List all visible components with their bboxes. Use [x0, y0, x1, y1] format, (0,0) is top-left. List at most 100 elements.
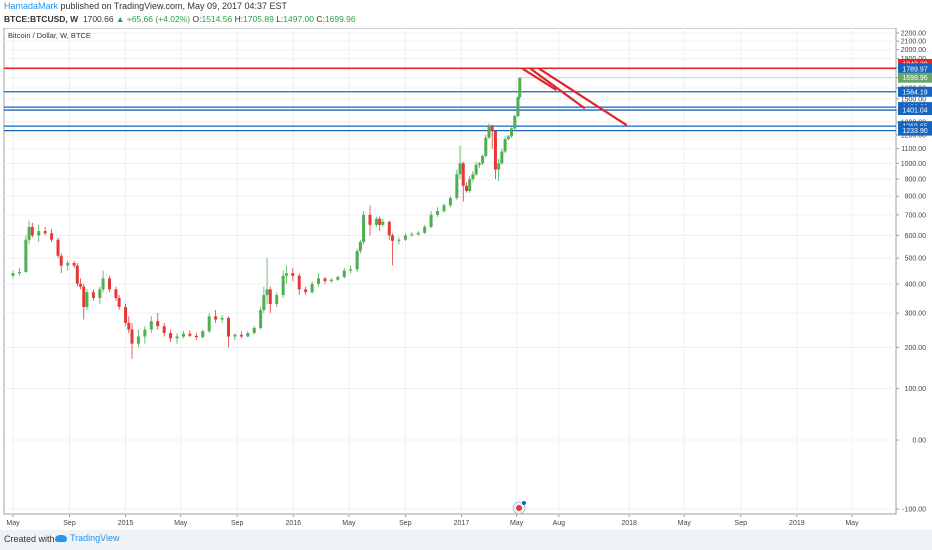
price-change: +65.66 (+4.02%): [126, 14, 191, 24]
y-tick-label: 2100.00: [901, 39, 926, 46]
candle-body: [201, 331, 205, 338]
candle-body: [304, 289, 308, 293]
candle-body: [458, 163, 462, 175]
x-tick-label: 2019: [789, 520, 805, 527]
candle-body: [477, 163, 481, 165]
candle-body: [493, 131, 497, 170]
candle-body: [442, 205, 446, 211]
candle-body: [397, 239, 401, 241]
candle-body: [85, 292, 89, 307]
candle-body: [500, 151, 504, 164]
candle-body: [162, 326, 166, 334]
candle-body: [30, 226, 34, 236]
candle-body: [50, 233, 54, 240]
candle-body: [107, 278, 111, 290]
candle-body: [246, 333, 250, 337]
candle-body: [101, 278, 105, 290]
symbol-label: BTCE:BTCUSD, W: [4, 14, 79, 24]
candle-body: [355, 251, 359, 270]
candle-body: [374, 218, 378, 225]
y-tick-label: 2200.00: [901, 31, 926, 38]
open-value: 1514.56: [201, 14, 233, 24]
candle-body: [281, 275, 285, 296]
y-tick-label: 100.00: [905, 386, 927, 393]
chart-title: Bitcoin / Dollar, W, BTCE: [8, 31, 91, 40]
candle-body: [43, 231, 47, 234]
candle-body: [127, 322, 131, 330]
trend-line: [529, 67, 586, 109]
candle-body: [66, 263, 70, 266]
candle-body: [24, 239, 28, 272]
x-axis: May Sep 2015 May Sep 2016 May Sep 2017 May Aug 2018…: [6, 514, 859, 527]
author-link[interactable]: HamadaMark: [4, 1, 59, 11]
y-tick-label: 0.00: [912, 438, 926, 445]
candle-body: [124, 306, 128, 323]
close-label: C:: [316, 14, 325, 24]
candle-body: [226, 317, 230, 337]
candle-body: [188, 333, 192, 336]
x-tick-label: May: [6, 520, 20, 527]
x-tick-label: Sep: [735, 520, 748, 527]
x-tick-label: 2016: [285, 520, 301, 527]
candle-body: [510, 128, 514, 137]
candle-body: [429, 214, 433, 227]
candle-body: [79, 283, 83, 287]
y-tick-label: 1500.00: [901, 96, 926, 103]
candle-body: [518, 77, 522, 98]
candle-body: [82, 286, 86, 307]
candle-body: [98, 289, 102, 298]
candle-body: [220, 317, 224, 320]
candle-body: [455, 174, 459, 199]
high-value: 1705.89: [243, 14, 274, 24]
x-tick-label: May: [510, 520, 524, 527]
candle-body: [484, 137, 488, 156]
low-label: L:: [276, 14, 284, 24]
candle-body: [506, 136, 510, 140]
tradingview-link[interactable]: TradingView: [55, 533, 120, 543]
price-badge: [898, 63, 932, 74]
horizontal-levels[interactable]: [4, 67, 896, 132]
candle-body: [342, 270, 346, 278]
x-tick-label: Sep: [231, 520, 244, 527]
candle-body: [358, 241, 362, 252]
candle-body: [387, 221, 391, 236]
candle-body: [114, 289, 118, 298]
price-badge: [898, 105, 932, 116]
x-tick-label: May: [678, 520, 692, 527]
candle-body: [175, 336, 179, 339]
price-badge: [898, 86, 932, 97]
candle-body: [464, 185, 468, 191]
price-badge-label: 1789.97: [902, 66, 927, 73]
candle-body: [149, 321, 153, 330]
x-tick-label: Aug: [553, 520, 566, 527]
created-with-text: Created with: [4, 534, 55, 544]
close-value: 1699.96: [324, 14, 356, 24]
trend-line: [521, 67, 557, 91]
candle-body: [214, 316, 218, 320]
event-marker-icon[interactable]: [512, 501, 526, 515]
tradingview-brand: TradingView: [70, 533, 120, 543]
trend-lines[interactable]: [521, 67, 628, 126]
candle-body: [317, 278, 321, 284]
x-tick-label: May: [174, 520, 188, 527]
candle-body: [27, 226, 31, 240]
x-tick-label: May: [845, 520, 859, 527]
candle-body: [259, 310, 263, 328]
x-tick-label: 2017: [454, 520, 470, 527]
price-badge-label: 1564.19: [902, 89, 927, 96]
candle-body: [497, 163, 501, 170]
price-badge: [898, 72, 932, 83]
candle-body: [284, 273, 288, 276]
price-chart[interactable]: -100.00 0.00 100.00 200.00 300.00 400.00 500.0…: [0, 0, 932, 530]
candle-body: [59, 255, 63, 266]
publish-header: HamadaMark published on TradingView.com,…: [0, 0, 932, 28]
candle-body: [11, 273, 15, 276]
price-badge-label: 1233.90: [902, 128, 927, 135]
grid-lines: [4, 28, 896, 514]
candle-body: [265, 289, 269, 296]
candle-body: [461, 163, 465, 186]
candle-body: [252, 327, 256, 334]
up-arrow-icon: ▲: [115, 14, 125, 24]
x-tick-label: 2015: [118, 520, 134, 527]
y-tick-label: 800.00: [905, 194, 927, 201]
